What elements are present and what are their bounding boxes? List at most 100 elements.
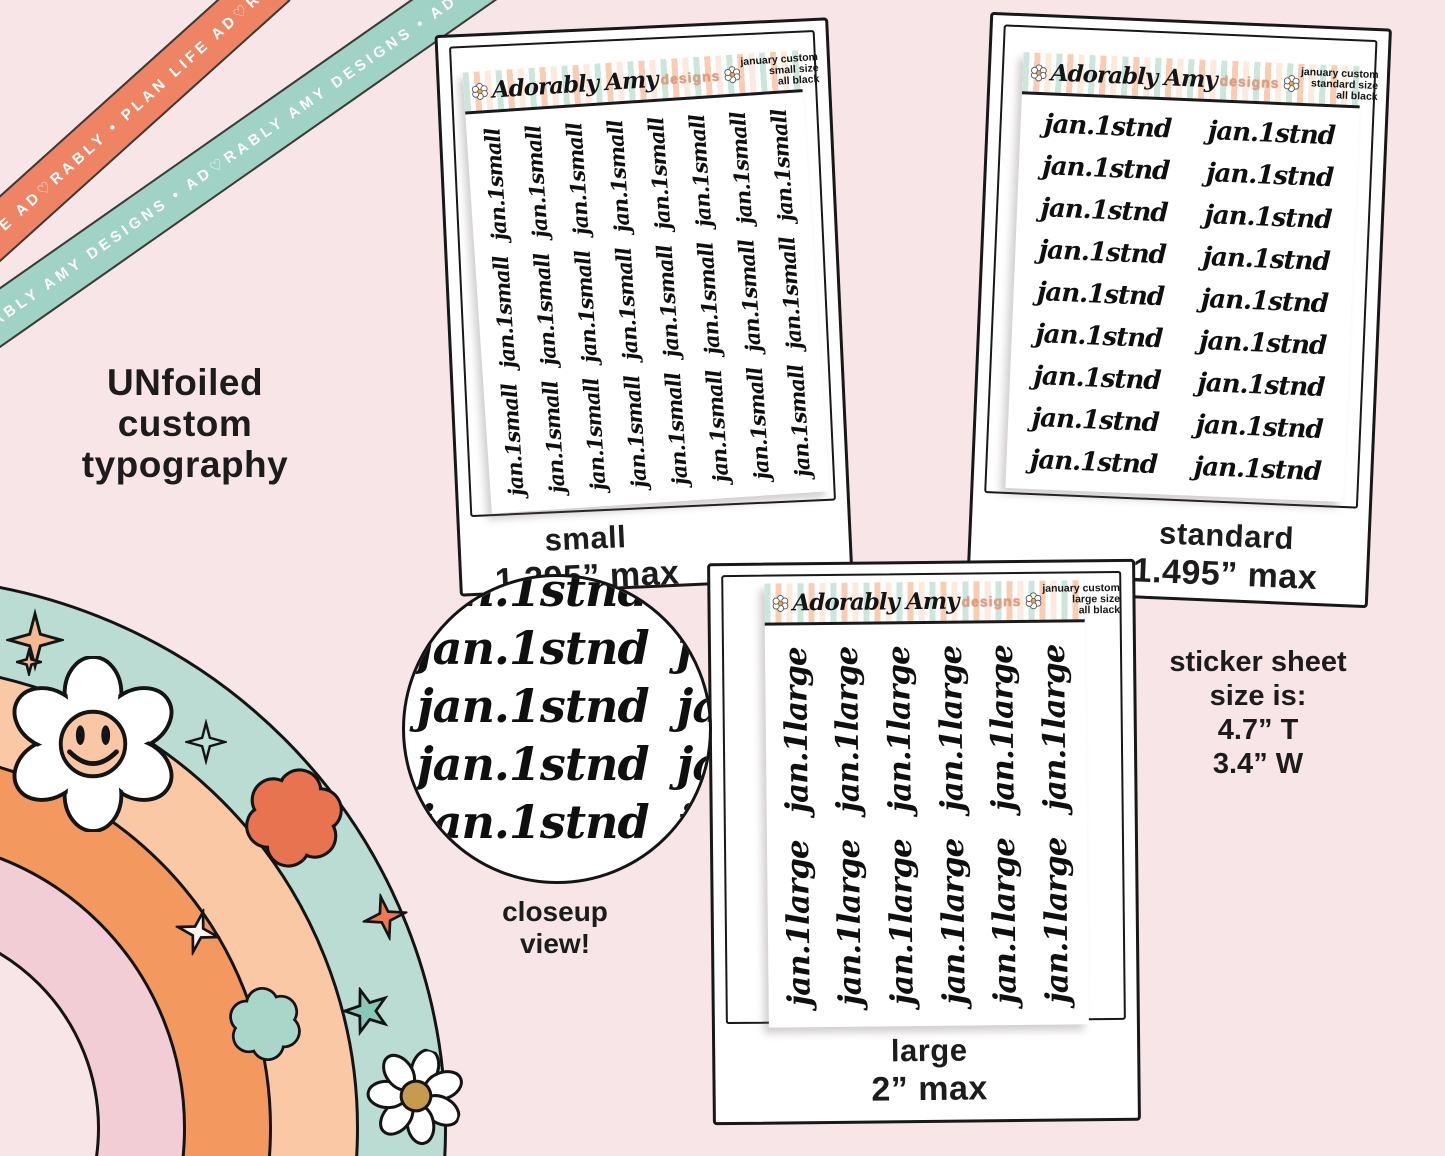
sheet-size-note-line: 3.4” W: [1212, 748, 1304, 780]
sticker-text: jan.1small: [660, 372, 693, 486]
closeup-circle: jan.1stndjan.1stndjan.1stndjan.1stndjan.…: [402, 574, 712, 884]
brand-logo: Adorably Amy designs: [470, 60, 742, 105]
daisy-logo-icon: [772, 594, 789, 612]
unfoiled-note: UNfoiled custom typography: [60, 362, 310, 485]
sticker-text: jan.1stnd: [1205, 158, 1334, 194]
sticker-text: jan.1stnd: [417, 737, 650, 791]
daisy-logo-icon: [1025, 591, 1042, 609]
sticker-text: jan.1small: [610, 247, 643, 361]
brand-sub-text: designs: [961, 592, 1022, 610]
size-name: large: [890, 1032, 968, 1069]
sticker-text: jan.1stnd: [676, 679, 709, 733]
white-sparkle-icon: [173, 906, 223, 958]
brand-logo: Adorably Amy designs: [771, 587, 1042, 617]
sticker-text: jan.1stnd: [1032, 360, 1162, 397]
sheet-size-note: sticker sheet size is: 4.7” T 3.4” W: [1133, 645, 1383, 781]
sticker-text: jan.1large: [777, 646, 816, 813]
sticker-text: jan.1large: [831, 839, 870, 1006]
sticker-grid-large: jan.1large jan.1large jan.1large jan.1large…: [765, 622, 1089, 1027]
brand-logo: Adorably Amy designs: [1029, 59, 1301, 97]
sticker-text: jan.1stnd: [1196, 367, 1325, 404]
sticker-text: jan.1small: [733, 239, 766, 353]
closeup-row: jan.1stnd jan.1stnd: [417, 735, 709, 793]
sticker-text: jan.1stnd: [1195, 409, 1324, 446]
sticker-text: jan.1small: [520, 125, 553, 239]
sticker-text: jan.1small: [782, 364, 816, 478]
closeup-row: jan.1stnd jan.1stnd: [417, 677, 709, 735]
sticker-text: jan.1stnd: [1034, 319, 1163, 355]
sticker-sheet-large: Adorably Amy designs january custom larg…: [764, 580, 1120, 1028]
brand-script-text: Adorably Amy: [792, 587, 959, 617]
sticker-card-large: Adorably Amy designs january custom larg…: [707, 558, 1141, 1126]
sheet-meta-line: all black: [1078, 604, 1121, 617]
sticker-text: jan.1stnd: [1036, 277, 1165, 313]
sticker-text: jan.1stnd: [1040, 193, 1169, 229]
sticker-text: jan.1large: [986, 837, 1025, 1004]
sticker-text: jan.1large: [829, 646, 868, 813]
sticker-text: jan.1small: [651, 244, 684, 359]
sticker-text: jan.1small: [700, 369, 734, 484]
sticker-text: jan.1large: [934, 838, 973, 1005]
brand-sub-text: designs: [659, 67, 721, 87]
sticker-text: jan.1small: [479, 127, 512, 242]
daisy-logo-icon: [724, 65, 741, 83]
coral-sparkle-icon: [359, 891, 411, 943]
sticker-text: jan.1small: [602, 119, 635, 234]
unfoiled-note-line: UNfoiled: [106, 362, 264, 403]
teal-star-icon: [340, 985, 389, 1037]
sticker-text: jan.1stnd: [1202, 241, 1331, 278]
peach-sparkle-small-icon: [16, 648, 42, 676]
closeup-label: closeup view!: [430, 896, 680, 960]
sheet-size-note-line: 4.7” T: [1217, 714, 1299, 746]
sticker-text: jan.1stnd: [676, 621, 709, 675]
mint-flower-icon: [229, 986, 301, 1062]
size-label-large: large 2” max: [779, 1030, 1080, 1111]
peach-sparkle-icon: [6, 608, 64, 672]
closeup-label-line: view!: [519, 928, 591, 959]
sheet-meta-line: all black: [1335, 89, 1378, 104]
sticker-text: jan.1large: [779, 839, 818, 1006]
sticker-text: jan.1stnd: [1031, 402, 1160, 439]
sticker-text: jan.1stnd: [417, 621, 650, 675]
sheet-meta: january custom small size all black: [740, 51, 820, 91]
daisy-logo-icon: [1283, 74, 1300, 92]
sticker-text: jan.1large: [932, 645, 971, 812]
closeup-row: jan.1stnd jan.1stnd: [417, 574, 709, 619]
sticker-text: jan.1small: [741, 367, 775, 481]
sticker-grid-small: jan.1small jan.1small jan.1small jan.1small…: [465, 92, 829, 514]
sticker-text: jan.1stnd: [417, 574, 650, 617]
sticker-text: jan.1small: [765, 108, 799, 223]
sticker-text: jan.1large: [1036, 644, 1074, 811]
sticker-grid-standard: jan.1stnd jan.1stnd jan.1stnd jan.1stnd jan.…: [1005, 94, 1359, 502]
closeup-row: jan.1stnd jan.1stnd: [417, 793, 709, 851]
sticker-text: jan.1stnd: [1043, 109, 1172, 145]
sticker-text: jan.1stnd: [1029, 444, 1158, 481]
sticker-text: jan.1small: [561, 122, 594, 236]
sticker-card-small: Adorably Amy designs january custom smal…: [434, 17, 854, 600]
size-max: 2” max: [871, 1069, 988, 1109]
sticker-text: jan.1small: [487, 255, 521, 370]
sheet-meta: january custom large size all black: [1042, 582, 1121, 618]
sticker-sheet-small: Adorably Amy designs january custom smal…: [462, 50, 830, 514]
sticker-text: jan.1stnd: [676, 737, 709, 791]
sheet-header: Adorably Amy designs january custom smal…: [462, 50, 820, 115]
sticker-card-standard: Adorably Amy designs january custom stan…: [966, 11, 1392, 609]
closeup-label-line: closeup: [502, 896, 608, 927]
sticker-text: jan.1stnd: [1193, 451, 1322, 488]
sticker-text: jan.1small: [774, 236, 807, 351]
sticker-text: jan.1small: [578, 377, 611, 492]
sticker-text: jan.1stnd: [1200, 283, 1329, 320]
sticker-text: jan.1stnd: [1203, 199, 1333, 236]
sticker-text: jan.1stnd: [417, 679, 650, 733]
smiley-daisy-flower-icon: [12, 656, 174, 832]
sticker-text: jan.1small: [496, 383, 529, 497]
sticker-text: jan.1stnd: [676, 795, 709, 849]
daisy-logo-icon: [1030, 63, 1047, 81]
closeup-sticker-rows: jan.1stndjan.1stndjan.1stndjan.1stndjan.…: [417, 574, 709, 851]
mint-sparkle-icon: [185, 719, 227, 765]
brand-script-text: Adorably Amy: [1050, 59, 1218, 94]
sheet-header: Adorably Amy designs january custom stan…: [1021, 52, 1379, 109]
brand-script-text: Adorably Amy: [490, 65, 659, 104]
brand-sub-text: designs: [1219, 72, 1280, 91]
